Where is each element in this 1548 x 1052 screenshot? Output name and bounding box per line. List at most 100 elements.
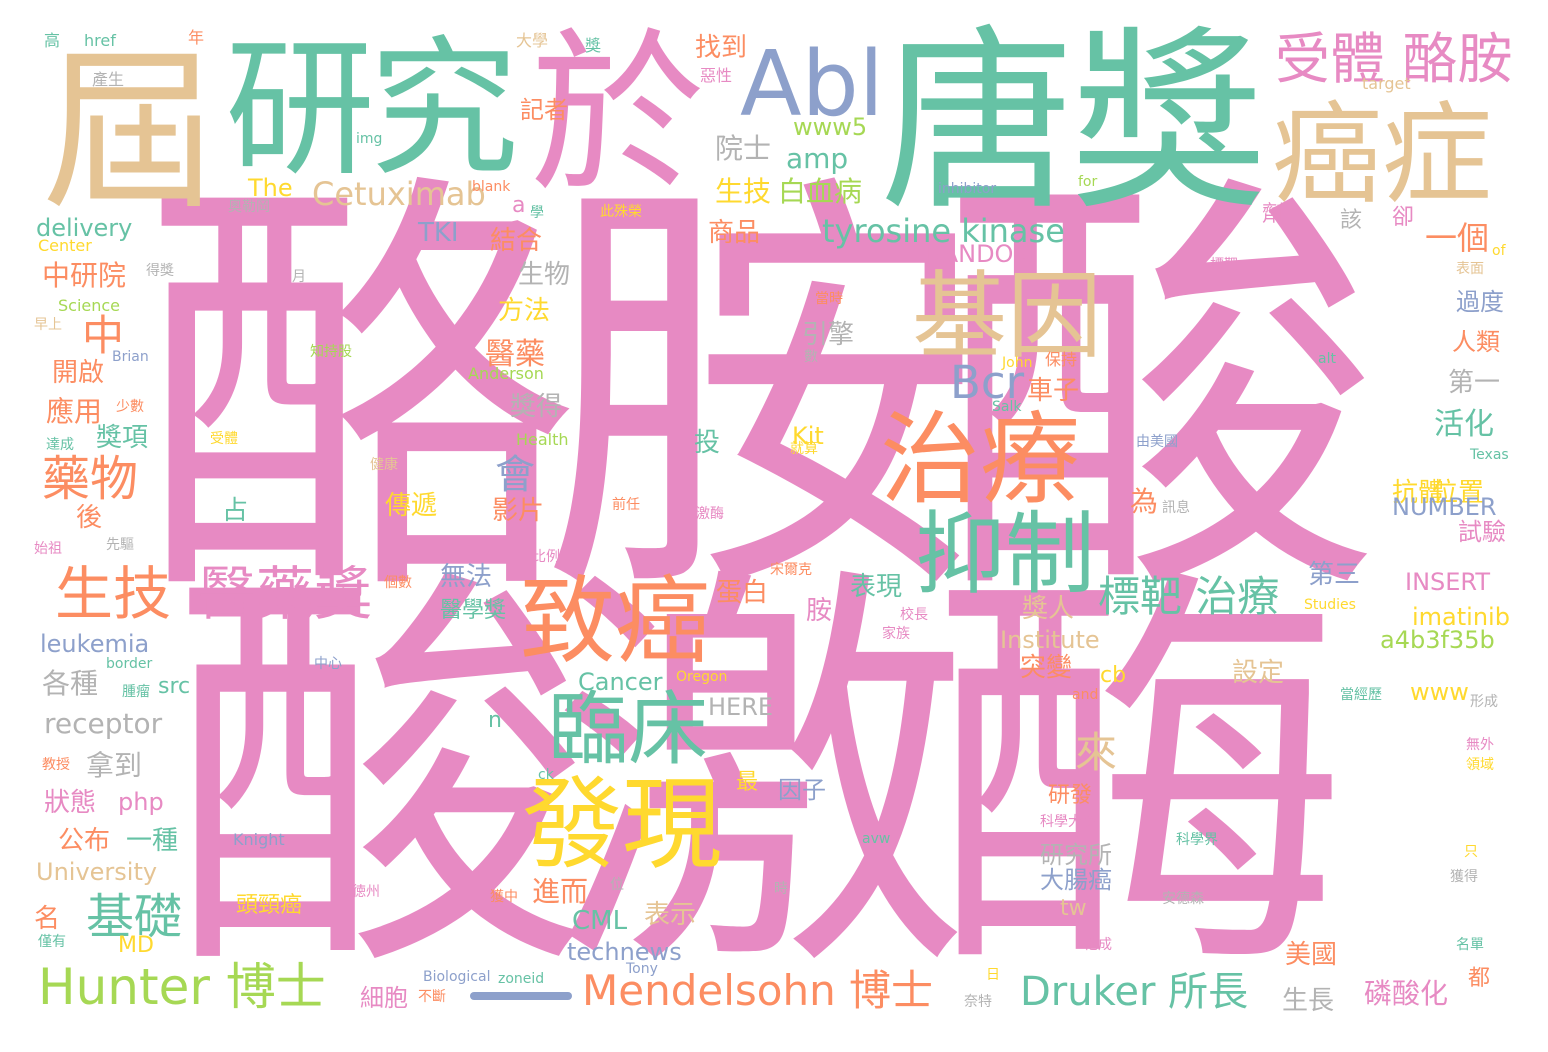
word-targeted-therapy: 標靶 治療 [1098, 572, 1280, 621]
word-amp: amp [786, 142, 849, 175]
word-university: University [36, 858, 158, 886]
word-video: 影片 [492, 496, 545, 526]
word-yu: 於 [530, 14, 705, 217]
word-img: img [356, 131, 383, 147]
word-gai: 該 [1340, 208, 1363, 233]
word-hunter-doctor: Hunter 博士 [38, 958, 326, 1016]
word-head-neck-cancer: 頭頸癌 [236, 893, 303, 918]
word-ck: ck [538, 767, 554, 783]
word-day: 日 [986, 967, 1000, 983]
word-discovery: 發現 [522, 766, 722, 883]
word-open: 開啟 [52, 358, 105, 388]
word-growth: 生長 [1282, 986, 1335, 1016]
word-first: 第一 [1448, 368, 1501, 398]
word-amine: 胺 [806, 596, 833, 626]
word-time: 時 [774, 881, 788, 897]
word-application: 應用 [46, 395, 103, 428]
word-health-cn: 健康 [370, 457, 398, 473]
word-bcr: Bcr [950, 356, 1025, 409]
word-jie: 屆 [42, 31, 217, 234]
word-oregon-cn: 奧勒岡 [228, 199, 270, 215]
word-avw: avw [862, 831, 891, 847]
word-form: 形成 [1470, 694, 1498, 710]
word-brian: Brian [112, 349, 149, 365]
word-medicine: 醫藥 [485, 337, 545, 372]
word-only: 只 [1464, 844, 1478, 860]
word-excessive: 過度 [1456, 288, 1504, 316]
word-number: NUMBER [1392, 493, 1497, 521]
word-rnd: 研發 [1048, 783, 1093, 808]
word-salk-cn: 宋爾克 [770, 562, 812, 578]
word-gene: 基因 [912, 262, 1103, 372]
word-award-winning: 得獎 [146, 263, 174, 279]
word-medical-prize: 醫藥獎 [198, 560, 373, 628]
word-center: Center [38, 236, 92, 255]
word-transmit: 傳遞 [385, 491, 438, 521]
word-car: 車子 [1027, 376, 1080, 406]
word-anderson-cn: 安德森 [1162, 891, 1204, 907]
word-even-if: 就算 [790, 441, 818, 457]
word-the: The [248, 174, 293, 202]
word-malignant: 惡性 [700, 66, 733, 85]
word-target-cn: 標靶 [1210, 257, 1238, 273]
word-receptor-tyramine: 受體 酪胺 [1275, 27, 1513, 91]
word-zhong: 中 [82, 311, 125, 360]
word-cb: cb [1100, 663, 1127, 688]
word-founder: 始祖 [34, 541, 62, 557]
word-inhibitor: inhibitor [938, 181, 997, 197]
word-predecessor: 前任 [612, 497, 640, 513]
word-knight: Knight [233, 830, 285, 849]
word-academia-sinica: 中研院 [42, 259, 127, 292]
word-gao: 高 [44, 31, 61, 50]
word-href: href [84, 31, 116, 50]
word-oregon: Oregon [676, 669, 728, 685]
word-here: HERE [708, 693, 774, 721]
word-constantly: 不斷 [418, 989, 446, 1005]
word-product: 商品 [708, 218, 761, 248]
word-hui: 會 [495, 452, 535, 498]
word-announce: 公布 [58, 826, 111, 856]
word-treatment: 治療 [880, 401, 1080, 518]
word-tumor: 腫瘤 [122, 684, 150, 700]
word-achieve: 達成 [46, 437, 74, 453]
word-a-kind: 一種 [126, 826, 179, 856]
word-kinase: 酸激酶 [170, 535, 1350, 1024]
word-indicate: 表示 [644, 900, 697, 930]
word-family: 家族 [882, 626, 910, 642]
word-unable: 無法 [440, 562, 493, 592]
word-xue: 學 [530, 205, 544, 221]
word-thereby: 進而 [532, 875, 589, 908]
word-zoneid: zoneid [498, 971, 545, 987]
word-leukemia-en: leukemia [40, 630, 150, 658]
word-science: Science [58, 296, 121, 315]
word-tki: TKI [418, 218, 459, 248]
word-number-cn: 數 [804, 349, 818, 365]
word-experience: 當經歷 [1340, 687, 1382, 703]
word-studies: Studies [1304, 597, 1356, 613]
word-kinase-small: 激酶 [696, 506, 724, 522]
word-reporter: 記者 [520, 96, 568, 124]
word-surface: 表面 [1456, 261, 1484, 277]
word-cell: 細胞 [360, 984, 408, 1012]
word-anderson: Anderson [468, 364, 544, 383]
word-target: target [1362, 74, 1411, 93]
word-phosphorylation: 磷酸化 [1364, 977, 1449, 1010]
word-institute: Institute [1000, 626, 1100, 654]
word-cancer-en: Cancer [578, 668, 663, 696]
word-colorectal-cancer: 大腸癌 [1040, 866, 1112, 894]
word-obtain: 拿到 [86, 749, 143, 782]
word-mutation: 突變 [1020, 653, 1073, 683]
word-known-shares: 知持股 [310, 344, 352, 360]
word-delivery: delivery [36, 214, 133, 242]
word-principal: 校長 [900, 607, 928, 623]
word-cancer: 癌症 [1272, 91, 1492, 219]
word-tang-prize: 唐獎 [880, 9, 1266, 236]
word-message: 訊息 [1162, 500, 1190, 516]
word-method: 方法 [498, 296, 551, 326]
word-health: Health [516, 430, 569, 449]
word-ratio: 比例 [532, 549, 560, 565]
word-receptor-en: receptor [44, 707, 163, 740]
word-third: 第三 [1308, 560, 1361, 590]
word-php: php [118, 788, 164, 816]
word-professor: 教授 [42, 757, 70, 773]
